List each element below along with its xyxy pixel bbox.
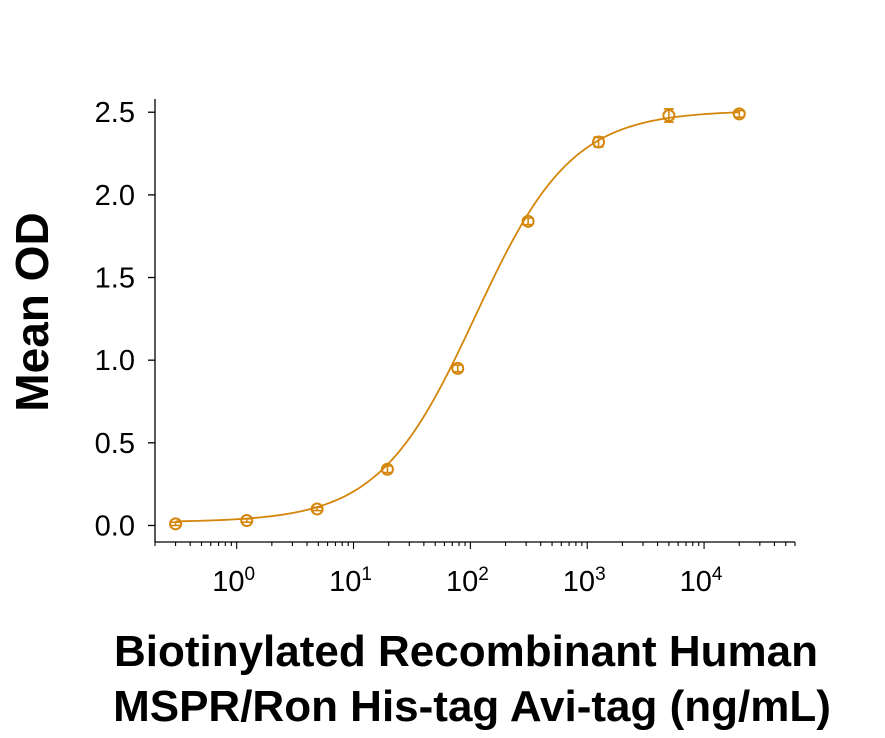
data-point xyxy=(169,517,183,531)
y-tick-label: 0.5 xyxy=(95,428,135,460)
y-tick-label: 1.5 xyxy=(95,263,135,295)
x-tick-label: 104 xyxy=(680,564,723,598)
y-tick-label: 2.0 xyxy=(95,180,135,212)
y-tick-label: 1.0 xyxy=(95,345,135,377)
data-point xyxy=(521,214,535,228)
data-point-marker xyxy=(169,517,183,531)
y-axis-label: Mean OD xyxy=(6,212,58,411)
x-axis: 100 101 102 103 104 xyxy=(154,541,796,598)
data-point-marker xyxy=(662,109,676,123)
data-point xyxy=(732,107,746,121)
data-point xyxy=(380,462,394,476)
data-point xyxy=(240,514,254,528)
y-tick-label: 0.0 xyxy=(95,510,135,542)
data-point-marker xyxy=(380,462,394,476)
x-tick-label: 100 xyxy=(212,564,255,598)
data-point-marker xyxy=(592,135,606,149)
data-point xyxy=(451,361,465,375)
data-point xyxy=(592,135,606,149)
x-tick-label: 103 xyxy=(563,564,606,598)
data-points-layer xyxy=(169,107,746,531)
x-tick-label: 101 xyxy=(329,564,372,598)
fit-curve-layer xyxy=(175,111,740,523)
data-point-marker xyxy=(732,107,746,121)
data-point-marker xyxy=(521,214,535,228)
fit-curve xyxy=(175,111,740,523)
data-point-marker xyxy=(310,502,324,516)
y-tick-label: 2.5 xyxy=(95,97,135,129)
data-point xyxy=(662,108,676,123)
x-axis-label-line-2: MSPR/Ron His-tag Avi-tag (ng/mL) xyxy=(113,682,831,731)
x-tick-label: 102 xyxy=(446,564,489,598)
y-axis: 0.0 0.5 1.0 1.5 2.0 2.5 xyxy=(95,97,156,542)
data-point xyxy=(310,502,324,516)
data-point-marker xyxy=(240,514,254,528)
x-axis-label-line-1: Biotinylated Recombinant Human xyxy=(114,627,818,676)
data-point-marker xyxy=(451,361,465,375)
